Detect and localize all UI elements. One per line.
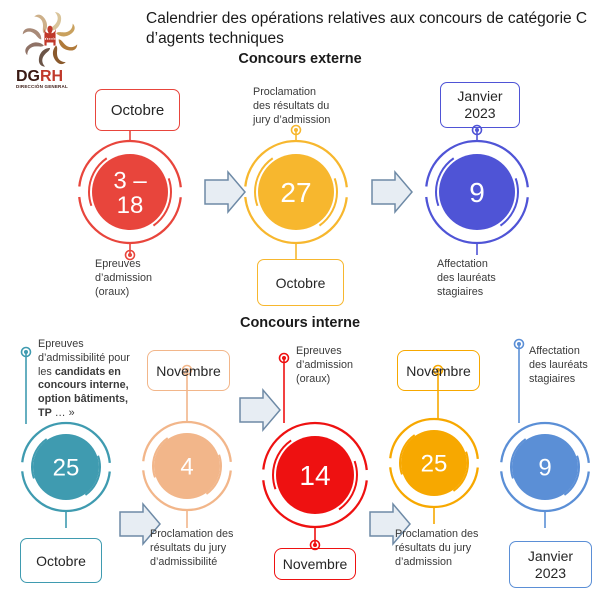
svg-text:25: 25 <box>421 451 448 478</box>
svg-text:14: 14 <box>299 460 330 491</box>
svg-text:25: 25 <box>53 455 80 482</box>
svg-text:4: 4 <box>180 454 193 481</box>
svg-text:9: 9 <box>538 455 551 482</box>
